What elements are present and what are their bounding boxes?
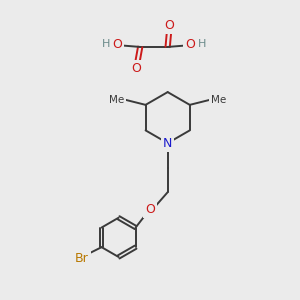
Text: Me: Me <box>211 95 226 105</box>
Text: O: O <box>113 38 122 52</box>
Text: H: H <box>198 39 206 49</box>
Text: O: O <box>145 203 155 216</box>
Text: Br: Br <box>75 252 89 266</box>
Text: N: N <box>163 136 172 150</box>
Text: O: O <box>185 38 195 52</box>
Text: H: H <box>102 39 110 49</box>
Text: O: O <box>131 62 141 75</box>
Text: Me: Me <box>110 95 125 105</box>
Text: O: O <box>165 19 175 32</box>
